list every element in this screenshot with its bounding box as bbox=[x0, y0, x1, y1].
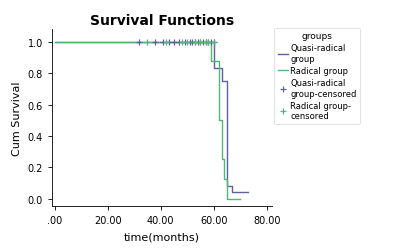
Legend: Quasi-radical
group, Radical group, Quasi-radical
group-censored, Radical group-: Quasi-radical group, Radical group, Quas… bbox=[274, 28, 360, 124]
Title: Survival Functions: Survival Functions bbox=[90, 14, 234, 28]
Y-axis label: Cum Survival: Cum Survival bbox=[12, 81, 22, 155]
X-axis label: time(months): time(months) bbox=[124, 231, 200, 241]
